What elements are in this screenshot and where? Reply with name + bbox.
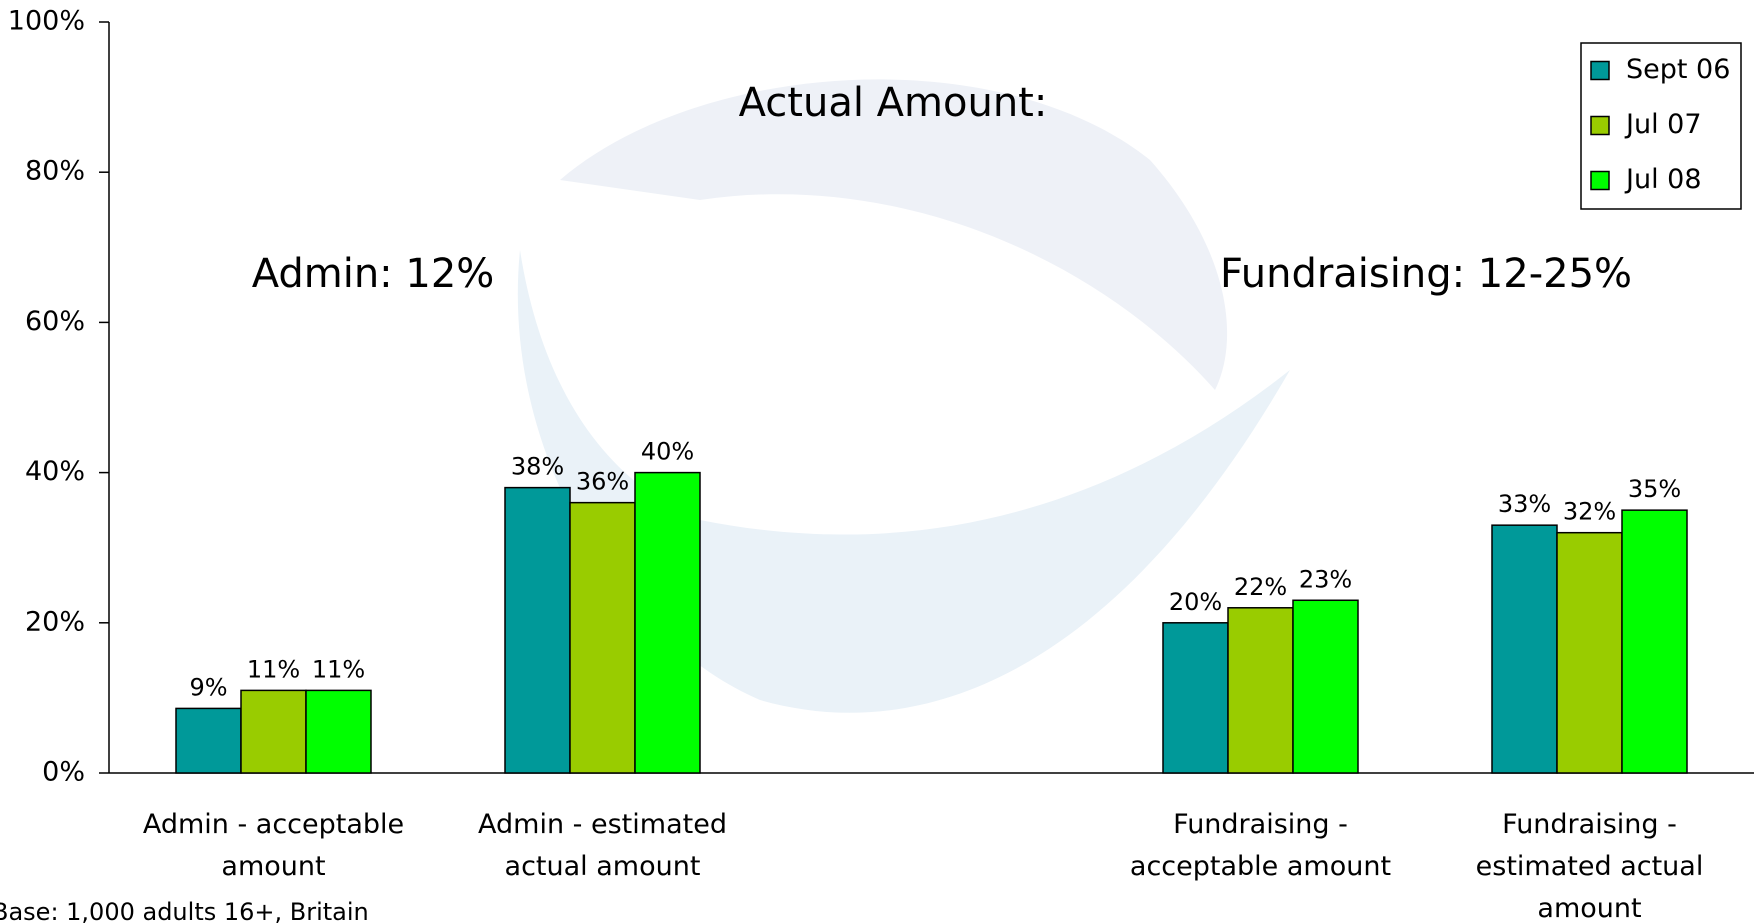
legend-swatch — [1590, 170, 1610, 191]
legend-label: Sept 06 — [1626, 54, 1730, 85]
legend-label: Jul 08 — [1624, 164, 1702, 195]
annotation: Admin: 12% — [252, 251, 495, 297]
bar — [1162, 622, 1229, 774]
value-label: 23% — [1299, 565, 1352, 593]
value-label: 36% — [576, 468, 629, 496]
value-label: 11% — [312, 655, 365, 683]
footnote: Base: 1,000 adults 16+, Britain — [0, 898, 369, 923]
value-label: 40% — [641, 438, 694, 466]
value-label: 38% — [511, 453, 564, 481]
annotation: Fundraising: 12-25% — [1220, 251, 1632, 297]
x-tick-label: Admin - acceptable amount — [142, 809, 405, 882]
value-label: 33% — [1498, 490, 1551, 518]
value-label: 32% — [1563, 498, 1616, 526]
value-label: 9% — [189, 673, 227, 701]
x-tick-label: Admin - estimated actual amount — [478, 809, 727, 882]
legend-swatch — [1590, 115, 1610, 136]
value-label: 11% — [247, 655, 300, 683]
bar — [175, 707, 242, 774]
bar — [1292, 599, 1359, 774]
legend-label: Jul 07 — [1624, 109, 1702, 140]
watermark — [560, 79, 1228, 390]
value-label: 20% — [1169, 588, 1222, 616]
watermark — [517, 250, 1290, 713]
y-tick-label: 0% — [42, 757, 85, 788]
bar — [1556, 531, 1623, 774]
y-tick-label: 40% — [25, 456, 85, 487]
x-tick-label: Fundraising - estimated actual amount — [1475, 809, 1704, 923]
y-tick-label: 20% — [25, 606, 85, 637]
bar — [305, 689, 372, 774]
bar — [1491, 524, 1558, 774]
bar — [240, 689, 307, 774]
y-tick-label: 60% — [25, 306, 85, 337]
bar — [569, 501, 636, 774]
chart-title: Actual Amount: — [739, 80, 1048, 126]
y-tick-label: 100% — [8, 6, 85, 37]
bar — [504, 486, 571, 774]
bar — [1227, 607, 1294, 774]
y-tick-label: 80% — [25, 156, 85, 187]
x-tick-label: Fundraising - acceptable amount — [1129, 809, 1392, 882]
bar — [1621, 509, 1688, 774]
legend-swatch — [1590, 60, 1610, 81]
value-label: 22% — [1234, 573, 1287, 601]
value-label: 35% — [1628, 475, 1681, 503]
bar — [634, 471, 701, 774]
